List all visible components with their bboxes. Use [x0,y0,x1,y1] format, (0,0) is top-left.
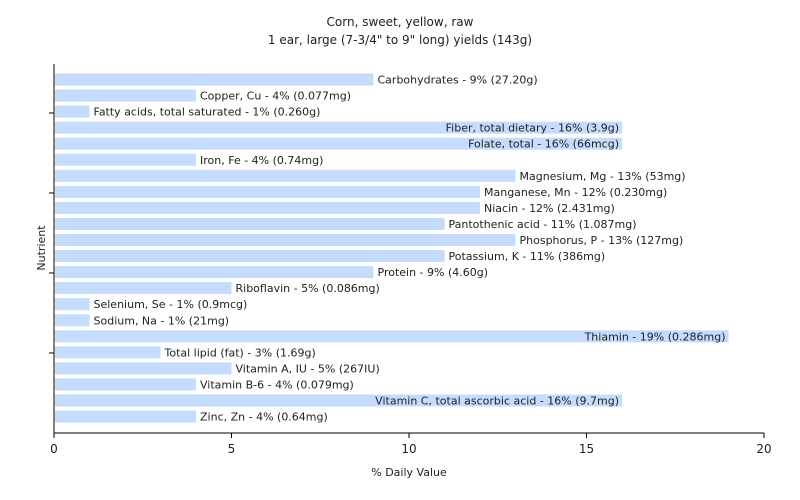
bar-label: Vitamin B-6 - 4% (0.079mg) [200,378,354,391]
x-tick-label: 0 [50,442,58,456]
bar-label: Vitamin C, total ascorbic acid - 16% (9.… [375,395,619,408]
bar [55,217,445,230]
bar [55,89,196,102]
bar-label: Sodium, Na - 1% (21mg) [94,314,230,327]
bar-label: Manganese, Mn - 12% (0.230mg) [484,186,667,199]
x-tick-label: 10 [401,442,416,456]
x-axis-label: % Daily Value [371,466,447,479]
bar [55,410,196,423]
bar [55,266,374,279]
bar-label: Copper, Cu - 4% (0.077mg) [200,90,351,103]
bar-label: Selenium, Se - 1% (0.9mcg) [94,298,248,311]
bar [55,282,232,295]
y-axis-label: Nutrient [35,225,48,271]
bar [55,346,161,359]
bar-label: Folate, total - 16% (66mcg) [468,138,619,151]
bar-label: Fatty acids, total saturated - 1% (0.260… [94,106,321,119]
bar-label: Zinc, Zn - 4% (0.64mg) [200,411,328,424]
bar-labels-layer: Carbohydrates - 9% (27.20g) Copper, Cu - … [94,74,726,424]
bar-label: Iron, Fe - 4% (0.74mg) [200,154,323,167]
bar [55,73,374,86]
chart-subtitle: 1 ear, large (7-3/4" to 9" long) yields … [267,33,533,47]
x-tick-label: 5 [228,442,236,456]
x-tick-label: 15 [579,442,594,456]
bar [55,105,90,118]
bar-label: Vitamin A, IU - 5% (267IU) [236,362,380,375]
bar-label: Phosphorus, P - 13% (127mg) [520,234,684,247]
x-ticks-layer: 0 5 10 15 20 [50,433,772,456]
bar [55,394,622,407]
bar [55,185,480,198]
bar [55,314,90,327]
bar-label: Protein - 9% (4.60g) [378,266,489,279]
bar-label: Thiamin - 19% (0.286mg) [584,330,726,343]
bar-label: Riboflavin - 5% (0.086mg) [236,282,380,295]
bar [55,330,729,343]
bar [55,250,445,263]
y-ticks-layer [49,112,54,354]
bar-label: Fiber, total dietary - 16% (3.9g) [446,122,619,135]
bar-label: Pantothenic acid - 11% (1.087mg) [449,218,637,231]
bar [55,201,480,214]
bar [55,234,516,246]
bar [55,378,196,391]
x-tick-label: 20 [756,442,771,456]
bar [55,153,196,166]
bar-label: Magnesium, Mg - 13% (53mg) [520,170,686,183]
bar [55,137,622,150]
chart-title: Corn, sweet, yellow, raw [326,15,474,29]
bars-layer [55,73,729,423]
bar-label: Potassium, K - 11% (386mg) [449,250,606,263]
bar-label: Niacin - 12% (2.431mg) [484,202,615,215]
bar [55,362,232,375]
bar [55,169,516,182]
bar [55,121,622,134]
bar-label: Carbohydrates - 9% (27.20g) [378,74,538,87]
bar-label: Total lipid (fat) - 3% (1.69g) [164,346,316,359]
bar [55,298,90,311]
